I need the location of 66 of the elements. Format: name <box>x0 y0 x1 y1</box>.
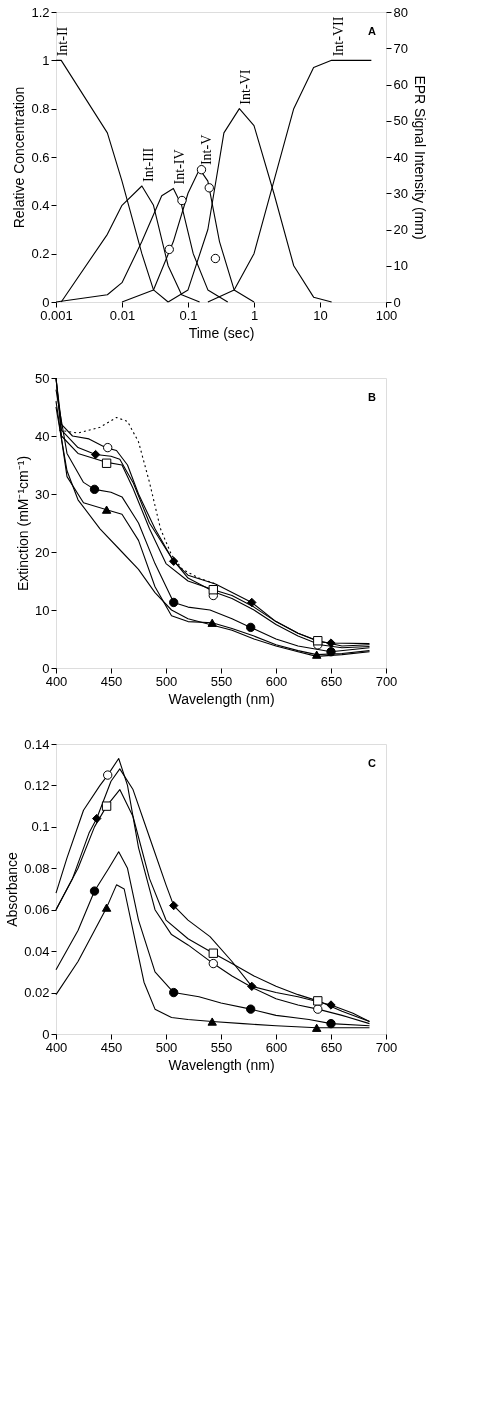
x-tick-label: 550 <box>210 1039 233 1055</box>
y2-tick-label: 20 <box>393 222 408 237</box>
text: Int-IV <box>172 149 188 185</box>
x-axis-title: Wavelength (nm) <box>168 690 275 707</box>
y2-tick-label: 10 <box>393 258 408 274</box>
y-tick-label: 0 <box>42 294 50 310</box>
x-tick-label: 450 <box>100 1039 123 1055</box>
y-tick-label: 0.02 <box>24 985 50 1001</box>
x-tick-label: 700 <box>375 673 398 689</box>
x-tick-label: 400 <box>45 1039 68 1055</box>
x-tick-label: 0.1 <box>179 307 198 323</box>
y-tick-label: 0.4 <box>31 197 50 213</box>
x-tick-label: 10 <box>313 307 328 323</box>
y-tick-label: 0.2 <box>31 246 50 262</box>
y-tick-label: 1.2 <box>31 4 50 20</box>
y-tick-label: 0.1 <box>31 819 50 835</box>
y2-tick-label: 50 <box>393 113 408 129</box>
x-tick-label: 100 <box>375 307 398 323</box>
y-tick-label: 10 <box>35 602 50 618</box>
y-tick-label: 50 <box>35 370 50 386</box>
x-tick-label: 550 <box>210 673 233 689</box>
text: Int-VII <box>330 16 346 57</box>
x-tick-label: 0.001 <box>40 307 73 323</box>
y-axis-title: Extinction (mM⁻¹cm⁻¹) <box>15 455 32 592</box>
y2-tick-label: 30 <box>393 185 408 201</box>
annotation: B <box>368 391 377 403</box>
x-tick-label: 0.01 <box>109 307 136 323</box>
y-axis-title: Relative Concentration <box>11 86 28 229</box>
y-tick-label: 0.8 <box>31 101 50 117</box>
y-tick-label: 30 <box>35 486 50 502</box>
y2-tick-label: 40 <box>393 149 408 165</box>
x-axis-title: Wavelength (nm) <box>168 1056 275 1073</box>
x-tick-label: 500 <box>155 673 178 689</box>
x-tick-label: 1 <box>250 307 259 323</box>
y-tick-label: 0.04 <box>24 943 50 959</box>
text: Int-II <box>55 26 70 57</box>
x-tick-label: 650 <box>320 1039 343 1055</box>
x-axis-title: Time (sec) <box>188 324 255 341</box>
x-tick-label: 650 <box>320 673 343 689</box>
x-tick-label: 600 <box>265 673 288 689</box>
text: Int-VI <box>238 69 254 105</box>
y-tick-label: 40 <box>35 428 50 444</box>
y2-axis-title: EPR Signal Intensity (mm) <box>411 75 428 240</box>
y-axis-title: Absorbance <box>4 851 21 927</box>
y2-tick-label: 60 <box>393 77 408 92</box>
y-tick-label: 0 <box>42 660 50 676</box>
y-tick-label: 0.6 <box>31 149 50 165</box>
y-tick-label: 20 <box>35 544 50 560</box>
x-tick-label: 400 <box>45 673 68 689</box>
text: Int-III <box>140 147 156 182</box>
x-tick-label: 600 <box>265 1039 288 1055</box>
y-tick-label: 0.06 <box>24 902 50 918</box>
y2-tick-label: 0 <box>393 294 401 310</box>
y-tick-label: 0 <box>42 1026 50 1042</box>
annotation: C <box>368 757 377 769</box>
x-tick-label: 450 <box>100 673 123 689</box>
y-tick-label: 0.08 <box>24 860 50 876</box>
x-tick-label: 700 <box>375 1039 398 1055</box>
y-tick-label: 0.14 <box>24 736 50 752</box>
annotation: A <box>368 25 377 37</box>
y-tick-label: 1 <box>42 52 50 68</box>
y2-tick-label: 80 <box>393 4 408 20</box>
y2-tick-label: 70 <box>393 40 408 56</box>
text: Int-V <box>198 134 214 166</box>
y-tick-label: 0.12 <box>24 777 50 793</box>
x-tick-label: 500 <box>155 1039 178 1055</box>
